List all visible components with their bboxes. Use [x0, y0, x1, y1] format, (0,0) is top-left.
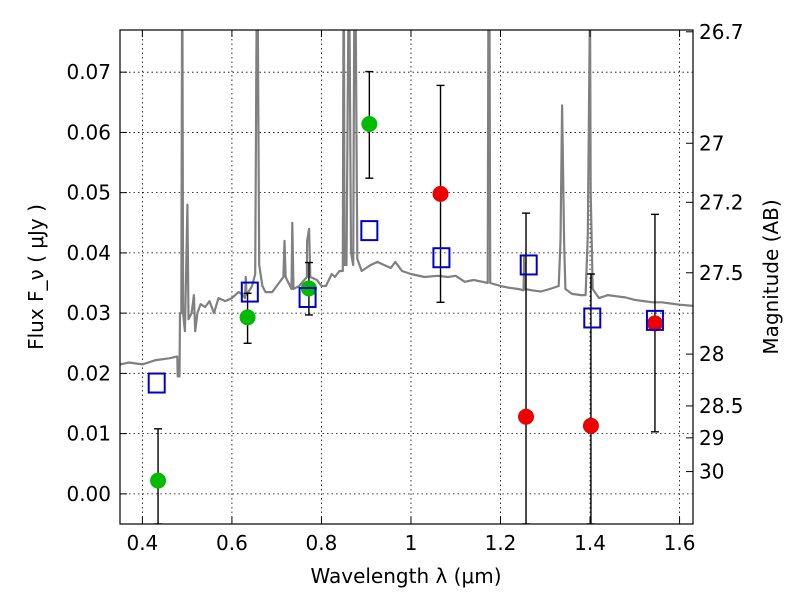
- y-tick-label: 0.00: [66, 482, 111, 506]
- data-point: [361, 115, 378, 132]
- y-axis-right-label: Magnitude (AB): [759, 199, 783, 354]
- magnitude-tick-label: 27: [699, 131, 724, 155]
- model-band-flux-marker: [147, 372, 166, 394]
- y-tick-label: 0.06: [66, 120, 111, 144]
- y-tick-label: 0.02: [66, 361, 111, 385]
- magnitude-tick-label: 29: [699, 426, 724, 450]
- y-axis-label: Flux F_ν ( μJy ): [24, 204, 48, 350]
- x-tick-label: 0.4: [126, 531, 158, 555]
- model-band-flux-marker: [583, 307, 602, 329]
- data-point: [239, 309, 256, 326]
- model-band-flux-marker: [432, 247, 451, 269]
- model-spectrum-line: [120, 30, 693, 378]
- model-band-flux-marker: [298, 286, 317, 308]
- x-tick-label: 0.8: [306, 531, 338, 555]
- magnitude-tick-label: 28.5: [699, 394, 744, 418]
- plot-frame: [119, 29, 694, 525]
- data-point: [150, 472, 167, 489]
- data-point: [518, 408, 535, 425]
- grid-lines: [120, 30, 693, 524]
- magnitude-tick-label: 27.5: [699, 261, 744, 285]
- model-spectrum-layer: [120, 30, 693, 378]
- x-tick-label: 1: [405, 531, 418, 555]
- model-band-flux-marker: [519, 254, 538, 276]
- magnitude-tick-label: 26.7: [699, 20, 744, 44]
- y-tick-label: 0.03: [66, 301, 111, 325]
- y-tick-label: 0.05: [66, 181, 111, 205]
- data-point: [432, 185, 449, 202]
- magnitude-tick-label: 28: [699, 342, 724, 366]
- x-tick-label: 1.2: [485, 531, 517, 555]
- model-band-flux-marker: [360, 220, 379, 242]
- model-band-flux-marker: [645, 309, 664, 331]
- tick-labels: 0.4 0.6 0.8 1 1.2 1.4 1.6 0.00 0.01 0.02 0.03 0.04 0…: [66, 20, 743, 555]
- marker-layer: [147, 115, 664, 489]
- axis-ticks: [120, 30, 693, 524]
- data-point: [646, 315, 663, 332]
- data-point: [582, 417, 599, 434]
- x-tick-label: 0.6: [216, 531, 248, 555]
- y-tick-label: 0.01: [66, 422, 111, 446]
- errorbar-layer: [154, 70, 659, 524]
- x-axis-label: Wavelength λ (μm): [310, 564, 501, 588]
- y-tick-label: 0.04: [66, 241, 111, 265]
- magnitude-tick-label: 27.2: [699, 190, 744, 214]
- magnitude-tick-label: 30: [699, 460, 724, 484]
- x-tick-label: 1.4: [574, 531, 606, 555]
- model-band-flux-marker: [240, 281, 259, 303]
- x-tick-label: 1.6: [664, 531, 696, 555]
- y-tick-label: 0.07: [66, 60, 111, 84]
